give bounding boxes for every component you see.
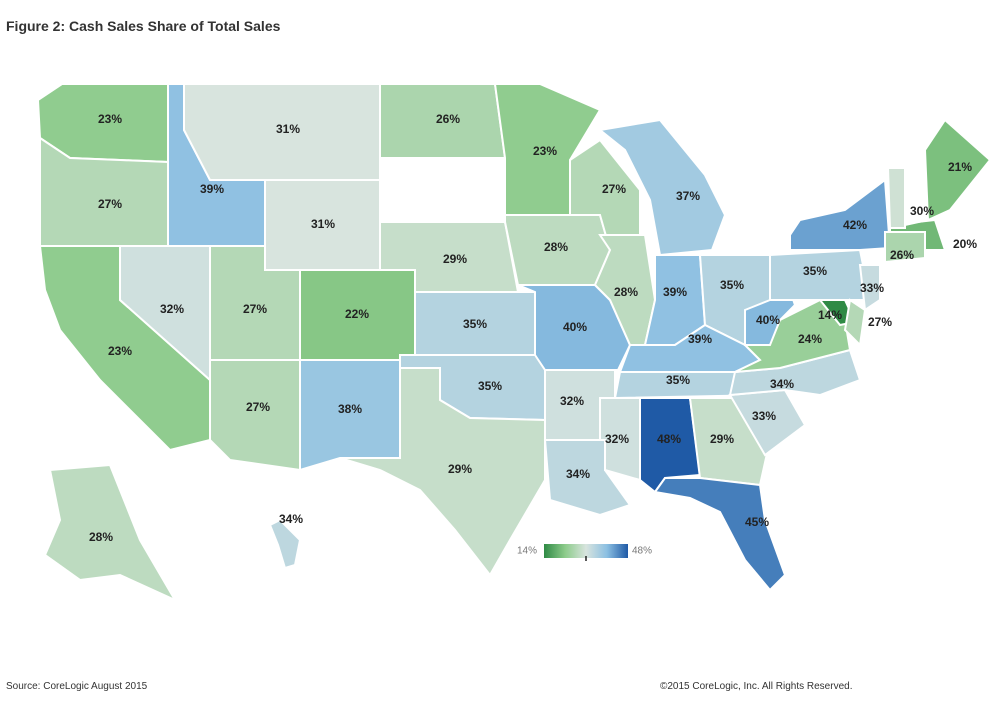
figure-title: Figure 2: Cash Sales Share of Total Sale… <box>6 18 281 34</box>
state-label-id: 39% <box>200 182 224 196</box>
state-label-al: 48% <box>657 432 681 446</box>
state-label-nj: 33% <box>860 281 884 295</box>
state-label-in: 39% <box>663 285 687 299</box>
state-label-nv: 32% <box>160 302 184 316</box>
state-label-ky: 39% <box>688 332 712 346</box>
state-label-hi: 34% <box>279 512 303 526</box>
state-va <box>734 298 852 373</box>
legend-max-label: 48% <box>632 546 652 557</box>
state-ak <box>43 463 178 603</box>
state-label-nd: 26% <box>436 112 460 126</box>
state-hi <box>268 518 302 570</box>
state-label-ca: 23% <box>108 344 132 358</box>
state-label-il: 28% <box>614 285 638 299</box>
state-label-ga: 29% <box>710 432 734 446</box>
state-label-mi: 37% <box>676 189 700 203</box>
state-label-co: 22% <box>345 307 369 321</box>
source-note: Source: CoreLogic August 2015 <box>6 681 148 692</box>
state-label-or: 27% <box>98 197 122 211</box>
state-label-wy: 31% <box>311 217 335 231</box>
state-label-ms: 32% <box>605 432 629 446</box>
state-label-fl: 45% <box>745 515 769 529</box>
state-label-de: 27% <box>868 315 892 329</box>
state-label-ne: 29% <box>443 252 467 266</box>
state-label-nm: 38% <box>338 402 362 416</box>
state-label-ma: 20% <box>953 237 977 251</box>
state-label-wa: 23% <box>98 112 122 126</box>
state-label-ut: 27% <box>243 302 267 316</box>
state-ny <box>789 178 892 251</box>
state-label-tx: 29% <box>448 462 472 476</box>
state-label-tn: 35% <box>666 373 690 387</box>
legend-gradient-bar <box>544 544 628 558</box>
color-legend: 14% 48% <box>517 544 652 561</box>
state-nj <box>858 264 881 312</box>
state-label-vt: 30% <box>910 204 934 218</box>
legend-min-label: 14% <box>517 546 537 557</box>
state-me <box>923 118 992 222</box>
state-fl <box>653 477 787 592</box>
state-label-mt: 31% <box>276 122 300 136</box>
state-az <box>209 359 301 472</box>
state-de <box>843 298 867 348</box>
state-label-wi: 27% <box>602 182 626 196</box>
state-label-oh: 35% <box>720 278 744 292</box>
state-label-mo: 40% <box>563 320 587 334</box>
state-mi <box>597 118 727 257</box>
state-label-la: 34% <box>566 467 590 481</box>
state-label-md: 14% <box>818 308 842 322</box>
copyright-note: ©2015 CoreLogic, Inc. All Rights Reserve… <box>660 681 853 692</box>
state-label-nc: 34% <box>770 377 794 391</box>
state-label-mn: 23% <box>533 144 557 158</box>
state-label-ok: 35% <box>478 379 502 393</box>
state-label-pa: 35% <box>803 264 827 278</box>
state-label-va: 24% <box>798 332 822 346</box>
state-label-sc: 33% <box>752 409 776 423</box>
state-label-ks: 35% <box>463 317 487 331</box>
state-label-ak: 28% <box>89 530 113 544</box>
state-label-ct: 26% <box>890 248 914 262</box>
state-label-ar: 32% <box>560 394 584 408</box>
state-vt <box>886 167 906 229</box>
state-label-ia: 28% <box>544 240 568 254</box>
state-label-wv: 40% <box>756 313 780 327</box>
state-label-ny: 42% <box>843 218 867 232</box>
state-label-az: 27% <box>246 400 270 414</box>
state-sd <box>379 157 506 223</box>
state-label-me: 21% <box>948 160 972 174</box>
